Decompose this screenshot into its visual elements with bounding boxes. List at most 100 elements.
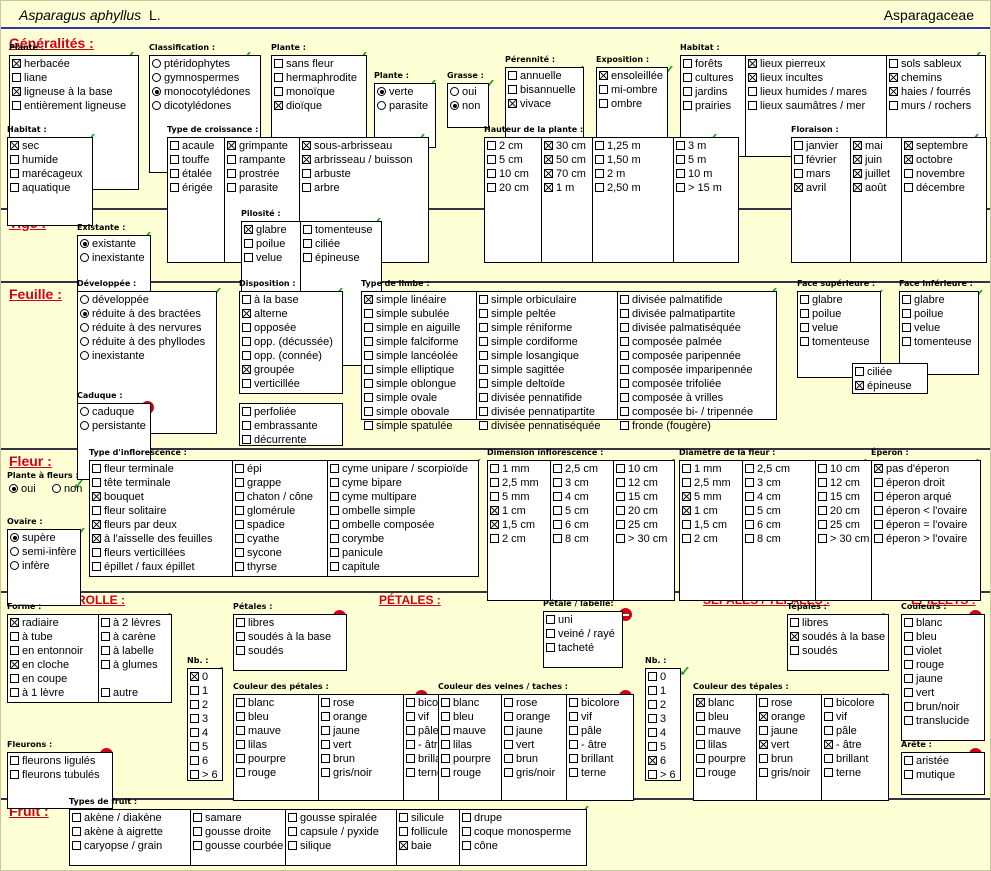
checkbox-checked[interactable] xyxy=(242,365,251,374)
option-coulpet-mauve[interactable]: mauve xyxy=(236,724,281,738)
option-nbsep-6[interactable]: > 6 xyxy=(648,768,676,782)
option-couleurs-jaune[interactable]: jaune xyxy=(904,672,943,686)
checkbox-unchecked[interactable] xyxy=(648,686,657,695)
option-facesup-poilue[interactable]: poilue xyxy=(800,307,841,321)
checkbox-unchecked[interactable] xyxy=(696,712,705,721)
checkbox-unchecked[interactable] xyxy=(190,728,199,737)
option-plantefleurs-oui[interactable]: oui xyxy=(9,482,36,496)
option-existante-existante[interactable]: existante xyxy=(80,237,136,251)
option-habitat1-chemins[interactable]: chemins xyxy=(889,71,942,85)
option-eperon-eperon-droit[interactable]: éperon droit xyxy=(874,476,945,490)
checkbox-unchecked[interactable] xyxy=(236,632,245,641)
option-limbe-fronde-fougere[interactable]: fronde (fougère) xyxy=(620,419,711,433)
option-inflorescence-fleurs-verticillees[interactable]: fleurs verticillées xyxy=(92,546,185,560)
checkbox-unchecked[interactable] xyxy=(620,393,629,402)
option-couleurs-translucide[interactable]: translucide xyxy=(904,714,969,728)
checkbox-unchecked[interactable] xyxy=(553,534,562,543)
option-disposition-verticillee[interactable]: verticillée xyxy=(242,377,300,391)
option-fleurons-fleurons-tubules[interactable]: fleurons tubulés xyxy=(10,768,100,782)
checkbox-unchecked[interactable] xyxy=(745,534,754,543)
checkbox-unchecked[interactable] xyxy=(330,520,339,529)
option-limbe-simple-deltoide[interactable]: simple deltoïde xyxy=(479,377,565,391)
radio-unchecked[interactable] xyxy=(152,73,161,82)
checkbox-unchecked[interactable] xyxy=(553,464,562,473)
radio-unchecked[interactable] xyxy=(80,421,89,430)
checkbox-unchecked[interactable] xyxy=(889,59,898,68)
option-floraison-juin[interactable]: juin xyxy=(853,153,882,167)
option-plantefleurs-non[interactable]: non xyxy=(52,482,82,496)
option-hauteur-30-cm[interactable]: 30 cm xyxy=(544,139,586,153)
checkbox-checked[interactable] xyxy=(92,534,101,543)
option-diamfleur-5-mm[interactable]: 5 mm xyxy=(682,490,722,504)
checkbox-checked[interactable] xyxy=(92,492,101,501)
checkbox-checked[interactable] xyxy=(874,464,883,473)
option-disposition-embrassante[interactable]: embrassante xyxy=(242,419,318,433)
option-diamfleur-10-cm[interactable]: 10 cm xyxy=(818,462,860,476)
option-habitat2-humide[interactable]: humide xyxy=(10,153,58,167)
checkbox-unchecked[interactable] xyxy=(648,770,657,779)
option-inflorescence-spadice[interactable]: spadice xyxy=(235,518,285,532)
checkbox-unchecked[interactable] xyxy=(236,712,245,721)
option-nbpet-1[interactable]: 1 xyxy=(190,684,208,698)
checkbox-checked[interactable] xyxy=(490,520,499,529)
checkbox-unchecked[interactable] xyxy=(818,478,827,487)
checkbox-unchecked[interactable] xyxy=(508,85,517,94)
checkbox-checked[interactable] xyxy=(544,183,553,192)
option-inflorescence-chaton-cone[interactable]: chaton / cône xyxy=(235,490,313,504)
option-faceinf-ciliee[interactable]: ciliée xyxy=(855,365,892,379)
option-hauteur-15-m[interactable]: > 15 m xyxy=(676,181,722,195)
checkbox-unchecked[interactable] xyxy=(794,169,803,178)
checkbox-unchecked[interactable] xyxy=(874,534,883,543)
checkbox-unchecked[interactable] xyxy=(487,183,496,192)
option-developpee-reduite-a-des-phyllodes[interactable]: réduite à des phyllodes xyxy=(80,335,205,349)
checkbox-unchecked[interactable] xyxy=(303,225,312,234)
option-croissance-prostree[interactable]: prostrée xyxy=(227,167,279,181)
checkbox-unchecked[interactable] xyxy=(242,323,251,332)
checkbox-unchecked[interactable] xyxy=(800,295,809,304)
option-diminflo-2-cm[interactable]: 2 cm xyxy=(490,532,526,546)
checkbox-unchecked[interactable] xyxy=(235,548,244,557)
checkbox-unchecked[interactable] xyxy=(479,365,488,374)
checkbox-unchecked[interactable] xyxy=(227,155,236,164)
checkbox-checked[interactable] xyxy=(904,155,913,164)
option-petales-soudes-a-la-base[interactable]: soudés à la base xyxy=(236,630,331,644)
checkbox-unchecked[interactable] xyxy=(462,813,471,822)
checkbox-unchecked[interactable] xyxy=(616,492,625,501)
option-coulpet-gris-noir[interactable]: gris/noir xyxy=(321,766,372,780)
checkbox-unchecked[interactable] xyxy=(10,169,19,178)
option-nbpet-6[interactable]: > 6 xyxy=(190,768,218,782)
option-forme-autre[interactable]: autre xyxy=(101,686,138,700)
checkbox-checked[interactable] xyxy=(889,73,898,82)
checkbox-unchecked[interactable] xyxy=(288,827,297,836)
option-forme-a-labelle[interactable]: à labelle xyxy=(101,644,154,658)
option-croissance-etalee[interactable]: étalée xyxy=(170,167,212,181)
checkbox-unchecked[interactable] xyxy=(170,141,179,150)
option-plante1-ligneuse-a-la-base[interactable]: ligneuse à la base xyxy=(12,85,113,99)
checkbox-checked[interactable] xyxy=(274,101,283,110)
checkbox-unchecked[interactable] xyxy=(599,99,608,108)
checkbox-unchecked[interactable] xyxy=(824,726,833,735)
option-faceinf-tomenteuse[interactable]: tomenteuse xyxy=(902,335,971,349)
option-faceinf-velue[interactable]: velue xyxy=(902,321,940,335)
checkbox-unchecked[interactable] xyxy=(824,712,833,721)
checkbox-unchecked[interactable] xyxy=(235,464,244,473)
option-petales-libres[interactable]: libres xyxy=(236,616,274,630)
option-faceinf-glabre[interactable]: glabre xyxy=(902,293,945,307)
option-floraison-decembre[interactable]: décembre xyxy=(904,181,965,195)
checkbox-checked[interactable] xyxy=(490,506,499,515)
option-inflorescence-ombelle-simple[interactable]: ombelle simple xyxy=(330,504,415,518)
checkbox-unchecked[interactable] xyxy=(330,534,339,543)
checkbox-unchecked[interactable] xyxy=(620,379,629,388)
option-limbe-divisee-pennatisequee[interactable]: divisée pennatiséquée xyxy=(479,419,600,433)
checkbox-unchecked[interactable] xyxy=(904,183,913,192)
checkbox-unchecked[interactable] xyxy=(441,768,450,777)
option-diminflo-25-cm[interactable]: 25 cm xyxy=(616,518,658,532)
checkbox-checked[interactable] xyxy=(696,698,705,707)
checkbox-unchecked[interactable] xyxy=(235,478,244,487)
checkbox-unchecked[interactable] xyxy=(616,520,625,529)
checkbox-unchecked[interactable] xyxy=(595,183,604,192)
option-disposition-alterne[interactable]: alterne xyxy=(242,307,288,321)
checkbox-checked[interactable] xyxy=(748,59,757,68)
option-fruit-coque-monosperme[interactable]: coque monosperme xyxy=(462,825,571,839)
option-limbe-simple-losangique[interactable]: simple losangique xyxy=(479,349,579,363)
